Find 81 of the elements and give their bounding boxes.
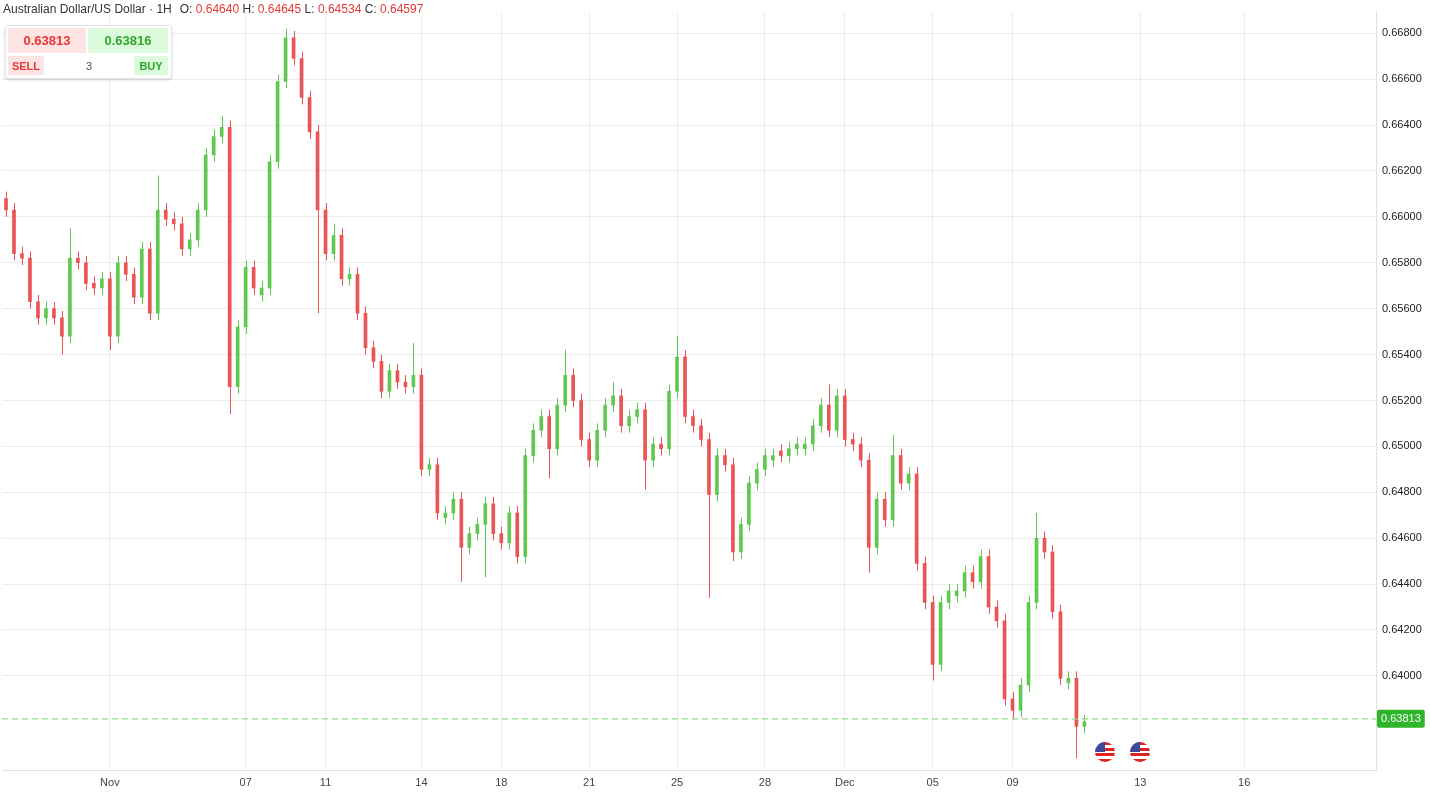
candlestick — [651, 436, 655, 468]
x-tick-label: 05 — [926, 775, 939, 788]
x-tick-label: 28 — [758, 775, 772, 788]
y-tick-label: 0.65800 — [1382, 255, 1422, 268]
sell-price-button: 0.63813 — [8, 28, 86, 53]
x-tick-label: 18 — [495, 775, 508, 788]
candlestick — [163, 202, 168, 227]
candlestick — [52, 301, 56, 326]
candlestick — [906, 466, 911, 491]
candlestick — [771, 448, 775, 468]
candlestick — [627, 409, 631, 434]
candlestick — [483, 496, 488, 578]
candlestick — [467, 526, 472, 555]
candlestick — [60, 310, 64, 356]
candlestick — [131, 266, 136, 305]
x-tick-label: 21 — [583, 775, 596, 788]
buy-price-button: 0.63816 — [88, 28, 168, 53]
candlestick — [755, 461, 759, 491]
candlestick — [187, 232, 192, 257]
y-tick-label: 0.64200 — [1382, 623, 1422, 636]
candlestick — [699, 418, 703, 447]
candlestick — [84, 255, 88, 291]
x-tick-label: 13 — [1134, 775, 1147, 788]
candlestick — [36, 294, 40, 326]
candlestick — [882, 491, 887, 528]
y-tick-label: 0.65000 — [1382, 439, 1422, 452]
y-tick-label: 0.64400 — [1382, 577, 1422, 590]
y-tick-label: 0.64600 — [1382, 531, 1422, 544]
candlestick — [219, 115, 224, 144]
candlestick — [691, 409, 695, 434]
x-tick-label: 07 — [239, 775, 252, 788]
x-tick-label: 09 — [1006, 775, 1019, 788]
candlestick — [795, 436, 799, 457]
candlestick — [427, 457, 432, 477]
y-tick-label: 0.66200 — [1382, 164, 1422, 176]
x-tick-label: 11 — [319, 775, 332, 788]
candlestick — [611, 381, 615, 413]
y-tick-label: 0.65400 — [1382, 347, 1422, 360]
x-tick-label: 16 — [1238, 775, 1251, 788]
candlestick — [1082, 714, 1087, 734]
candlestick — [850, 432, 855, 452]
candlestick — [810, 418, 815, 452]
candlestick — [858, 436, 863, 468]
candlestick — [539, 409, 544, 438]
candlestick — [723, 448, 727, 473]
buy-button: BUY — [134, 56, 168, 75]
y-tick-label: 0.66800 — [1382, 26, 1422, 39]
candlestick — [763, 448, 767, 477]
candlestick — [20, 246, 24, 266]
candlestick — [779, 443, 783, 463]
sell-button: SELL — [8, 56, 44, 75]
y-tick-label: 0.66000 — [1382, 209, 1422, 222]
y-tick-label: 0.65200 — [1382, 393, 1422, 406]
candlestick — [124, 255, 128, 282]
ref-line-label: 0.63813 — [1381, 711, 1421, 724]
candlestick — [100, 271, 104, 296]
candlestick — [4, 191, 8, 218]
candlestick — [635, 402, 639, 424]
y-tick-label: 0.64000 — [1382, 668, 1422, 681]
candlestick — [44, 301, 48, 326]
y-tick-label: 0.65600 — [1382, 301, 1422, 314]
y-tick-label: 0.66600 — [1382, 72, 1422, 85]
candlestick — [587, 432, 591, 468]
y-tick-label: 0.66400 — [1382, 118, 1422, 131]
candlestick — [499, 526, 504, 551]
y-tick-label: 0.64800 — [1382, 485, 1422, 498]
chart-title: Australian Dollar/US Dollar · 1H — [3, 2, 172, 16]
candlestick — [659, 436, 663, 457]
candlestick — [92, 276, 96, 296]
candlestick — [803, 436, 807, 457]
x-tick-label: Nov — [100, 775, 121, 788]
candlestick — [211, 129, 216, 163]
chart-subtitle: O: 0.64640 H: 0.64645 L: 0.64534 C: 0.64597 — [179, 2, 424, 16]
candlestick — [171, 211, 176, 232]
candlestick — [787, 441, 791, 463]
x-tick-label: Dec — [834, 775, 856, 788]
x-tick-label: 14 — [415, 775, 428, 788]
candlestick — [475, 517, 480, 541]
x-tick-label: 25 — [670, 775, 684, 788]
candlestick — [76, 250, 80, 271]
candlestick — [818, 397, 823, 434]
